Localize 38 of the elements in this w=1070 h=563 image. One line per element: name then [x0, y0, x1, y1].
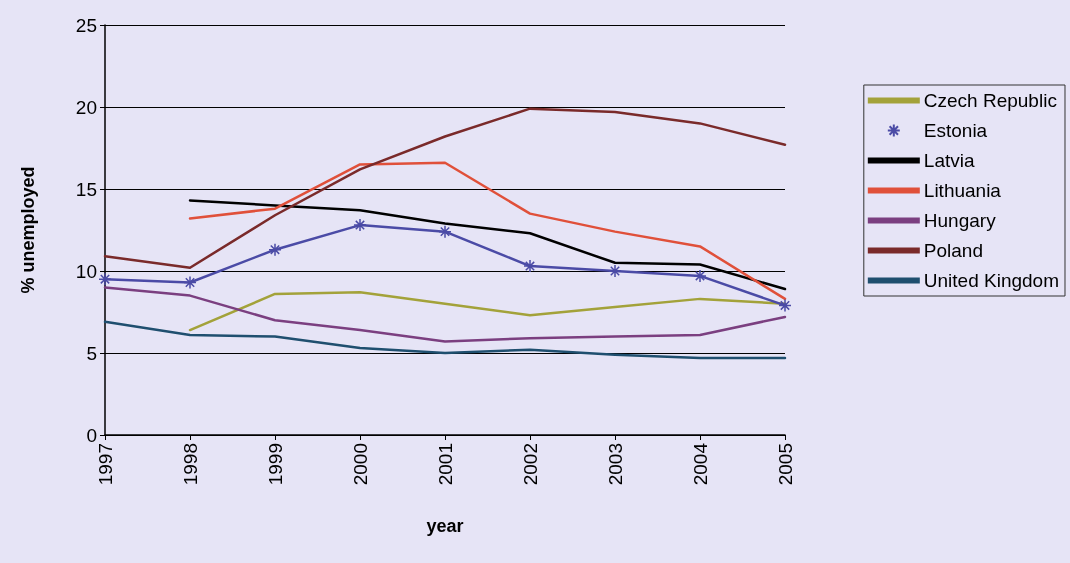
legend-label: Lithuania [923, 180, 1002, 201]
legend-label: Poland [923, 240, 983, 261]
point [353, 218, 367, 232]
point [268, 242, 282, 257]
x-tick-label: 1998 [179, 443, 201, 486]
x-tick-label: 2003 [604, 443, 626, 486]
x-tick-label: 2005 [774, 443, 796, 486]
line-series [103, 320, 787, 360]
y-tick-label: 10 [75, 260, 97, 282]
line-series [188, 161, 787, 301]
point [183, 275, 197, 290]
x-tick-label: 1999 [264, 443, 286, 486]
line-series [188, 291, 787, 332]
y-tick-label: 25 [75, 14, 97, 36]
point [608, 264, 622, 278]
x-tick-label: 1997 [94, 443, 116, 486]
y-tick-label: 5 [86, 342, 97, 364]
y-tick-label: 15 [75, 178, 97, 200]
x-tick-label: 2004 [689, 442, 711, 486]
y-tick-label: 0 [86, 424, 97, 446]
x-axis-title: year [426, 516, 464, 536]
y-tick-label: 20 [75, 96, 97, 118]
line-series [103, 107, 787, 269]
y-axis-title: % unemployed [18, 166, 38, 294]
point [523, 259, 537, 273]
x-tick-label: 2000 [349, 443, 371, 486]
legend-label: United Kingdom [923, 270, 1060, 291]
legend-label: Latvia [923, 150, 975, 171]
point [693, 269, 707, 283]
legend-label: Czech Republic [923, 90, 1057, 111]
x-tick-label: 2001 [434, 443, 456, 486]
point [438, 224, 452, 239]
legend-label: Hungary [923, 210, 997, 231]
x-tick-label: 2002 [519, 443, 541, 486]
legend-label: Estonia [923, 120, 988, 141]
line-series [103, 286, 787, 343]
point [98, 272, 112, 286]
point [778, 298, 792, 313]
